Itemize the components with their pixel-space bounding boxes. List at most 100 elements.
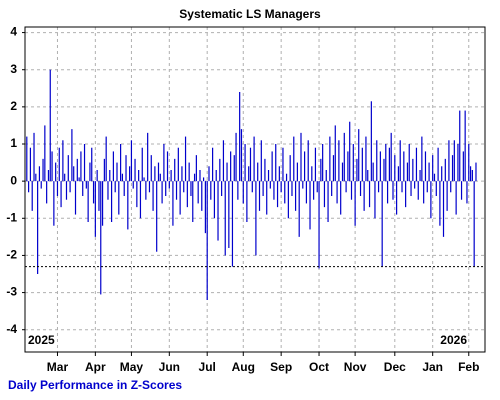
bar	[426, 181, 428, 193]
bar	[453, 140, 455, 182]
x-tick-label: Jun	[159, 360, 180, 374]
bar	[44, 125, 46, 182]
bar	[285, 173, 288, 182]
bar	[239, 92, 241, 182]
bar	[71, 129, 73, 182]
bar	[26, 136, 28, 182]
bar	[352, 144, 354, 182]
bar	[60, 181, 62, 208]
bar	[208, 166, 210, 182]
bar	[83, 144, 86, 182]
bar	[94, 181, 96, 237]
x-tick-label: Jul	[199, 360, 216, 374]
bar	[394, 155, 396, 182]
bar	[141, 147, 143, 182]
bar	[414, 181, 416, 189]
bar	[56, 181, 59, 196]
bar	[442, 181, 445, 237]
bar	[64, 173, 66, 182]
bar	[294, 181, 297, 211]
bar	[159, 173, 161, 182]
bar	[359, 181, 362, 196]
bar	[204, 181, 206, 234]
bar	[175, 181, 178, 200]
bar	[249, 147, 252, 182]
bar	[412, 158, 414, 182]
bar	[397, 166, 400, 182]
bar	[107, 181, 109, 200]
bar	[38, 166, 41, 182]
bar	[165, 181, 167, 196]
bar	[401, 181, 403, 193]
bar	[98, 181, 100, 211]
bar	[145, 181, 147, 200]
bar	[381, 181, 383, 267]
bar	[172, 181, 174, 226]
bar	[260, 140, 262, 182]
bar	[356, 158, 358, 182]
bar	[345, 181, 347, 193]
bar	[132, 181, 134, 189]
bar	[390, 132, 392, 182]
bar	[349, 121, 351, 182]
bar	[385, 144, 387, 182]
bar	[123, 181, 125, 196]
bar	[136, 181, 138, 208]
bar	[177, 147, 179, 182]
bar	[156, 181, 158, 252]
bar	[365, 136, 367, 182]
bar	[457, 144, 459, 182]
bar	[327, 181, 329, 222]
bar	[417, 181, 419, 200]
bar	[325, 170, 327, 182]
bar	[103, 158, 105, 182]
bar	[309, 181, 311, 230]
bar	[300, 132, 302, 182]
bar	[367, 170, 369, 182]
bar	[314, 147, 317, 182]
bar	[307, 140, 309, 182]
y-tick-label: 1	[10, 136, 17, 150]
bar	[399, 140, 401, 182]
bar	[419, 170, 421, 182]
bar	[91, 147, 93, 182]
x-tick-label: Sep	[270, 360, 292, 374]
bar	[379, 151, 381, 182]
bar	[29, 147, 32, 182]
bar	[118, 181, 120, 215]
bar	[47, 170, 50, 182]
chart-title: Systematic LS Managers	[179, 7, 321, 21]
bar	[464, 110, 466, 182]
bar	[228, 181, 230, 248]
bar	[439, 181, 441, 226]
bar	[87, 181, 89, 222]
bar	[201, 181, 203, 211]
bar	[170, 170, 172, 182]
bar	[109, 170, 111, 182]
bar	[139, 181, 142, 219]
bar	[278, 166, 280, 182]
bar	[275, 144, 277, 182]
bar	[58, 147, 60, 182]
bar	[341, 162, 344, 182]
bar	[403, 151, 405, 182]
bar	[210, 181, 212, 200]
bar	[206, 181, 208, 300]
bar	[293, 136, 295, 182]
bar	[471, 170, 473, 182]
bar	[320, 158, 322, 182]
bar	[49, 69, 51, 182]
bar	[340, 181, 342, 215]
bar	[433, 173, 436, 182]
bar	[266, 181, 268, 215]
bar	[347, 151, 349, 182]
y-tick-label: -2	[6, 248, 17, 262]
y-tick-label: 3	[10, 62, 17, 76]
bar	[197, 181, 199, 204]
bar	[240, 129, 243, 182]
bar	[466, 181, 468, 204]
bar	[215, 170, 217, 182]
bar	[280, 181, 282, 193]
bar	[462, 151, 464, 182]
